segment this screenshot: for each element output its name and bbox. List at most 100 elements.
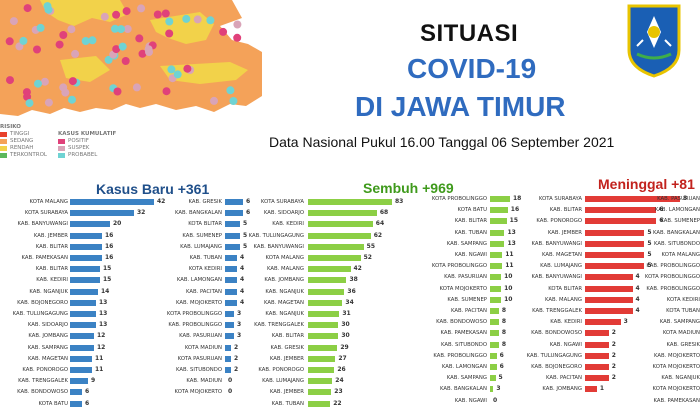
sembuh-left-label: KAB. NGANJUK	[265, 288, 304, 295]
kasus_baru-left-value: 14	[101, 287, 110, 295]
sembuh-right-bar	[490, 218, 507, 225]
kasus_baru-left-value: 16	[105, 254, 114, 261]
risk-low-swatch	[0, 146, 7, 151]
meninggal-right-label: KAB. PASURUAN	[657, 196, 700, 202]
sembuh-left-value: 22	[333, 399, 342, 407]
kasus_baru-left-bar	[70, 400, 82, 407]
kasus_baru-left-label: KAB. BONDOWOSO	[17, 389, 68, 396]
kasus_baru-left-label: KAB. BOJONEGORO	[17, 299, 68, 306]
map-marker	[15, 42, 24, 51]
sembuh-left-value: 83	[395, 198, 404, 205]
kasus_baru-right-bar	[225, 255, 237, 261]
map-marker	[19, 36, 28, 45]
kasus_baru-right-value: 5	[243, 242, 248, 250]
kasus_baru-right-value: 3	[237, 332, 242, 340]
sembuh-right-value: 10	[504, 273, 513, 281]
kasus_baru-right-bar	[225, 311, 234, 317]
sembuh-left-bar	[308, 255, 361, 261]
map-marker	[71, 49, 80, 58]
sembuh-right-bar	[490, 308, 499, 314]
meninggal-right-label: KAB. PAMEKASAN	[653, 397, 700, 404]
sembuh-left-bar	[308, 221, 373, 228]
sembuh-left-value: 55	[366, 242, 376, 250]
sembuh-right-value: 8	[501, 318, 507, 326]
positive-swatch	[58, 139, 65, 144]
kasus_baru-right-label: KOTA KEDIRI	[188, 266, 222, 273]
meninggal-left-bar	[585, 229, 645, 236]
kasus_baru-right-value: 0	[228, 388, 233, 396]
meninggal-left-bar	[585, 285, 633, 292]
sembuh-right-label: KAB. PACITAN	[450, 308, 487, 314]
map-marker	[104, 55, 113, 64]
sembuh-right-label: KAB. SAMPANG	[446, 375, 487, 382]
kasus_baru-right-bar	[225, 277, 237, 284]
kasus_baru-right-bar	[225, 333, 234, 340]
meninggal-left-value: 5	[647, 228, 652, 236]
map-marker	[121, 57, 130, 65]
kasus_baru-right-value: 5	[243, 220, 248, 228]
kasus_baru-left-label: KOTA MALANG	[29, 199, 68, 205]
kasus_baru-left-value: 12	[97, 343, 106, 351]
kasus_baru-right-value: 6	[246, 209, 251, 217]
map-marker	[138, 49, 147, 58]
cumulative-legend-title: KASUS KUMULATIF	[58, 131, 117, 137]
map-marker	[67, 25, 76, 34]
sembuh-left-value: 68	[379, 209, 389, 217]
meninggal-right-label: KOTA TUBAN	[666, 308, 700, 314]
kasus_baru-left-bar	[70, 232, 102, 239]
meninggal-right-label: KOTA MADIUN	[662, 330, 700, 337]
meninggal-left-bar	[585, 319, 621, 326]
kasus_baru-left-bar	[70, 210, 134, 217]
map-marker	[40, 77, 49, 86]
meninggal-left-value: 2	[611, 340, 616, 348]
meninggal-left-value: 3	[623, 318, 628, 326]
meninggal-heading: Meninggal +81	[598, 176, 695, 192]
sembuh-right-label: KAB. SAMPANG	[446, 240, 487, 247]
map-marker	[25, 99, 34, 108]
meninggal-left-value: 4	[635, 307, 640, 314]
meninggal-left-value: 2	[611, 351, 616, 359]
sembuh-left-value: 36	[347, 287, 356, 295]
sembuh-left-label: KAB. PONOROGO	[258, 367, 304, 373]
sembuh-right-bar	[490, 196, 510, 202]
kasus_baru-left-label: KOTA SURABAYA	[24, 210, 68, 217]
meninggal-right-label: KAB. SUMENEP	[660, 218, 700, 225]
kasus_baru-right-value: 0	[228, 377, 233, 385]
sembuh-left-label: KAB. SIDOARJO	[263, 210, 304, 217]
kasus_baru-left-value: 13	[99, 321, 108, 329]
sembuh-right-label: KOTA BATU	[457, 207, 487, 214]
sembuh-right-value: 13	[507, 239, 516, 247]
sembuh-right-label: KAB. LAMONGAN	[441, 364, 487, 370]
map-marker	[23, 4, 32, 13]
sembuh-left-bar	[308, 277, 347, 284]
kasus_baru-right-bar	[225, 344, 231, 351]
map-markers	[5, 2, 242, 108]
map-marker	[162, 87, 171, 96]
sembuh-right-bar	[490, 341, 499, 348]
meninggal-left-bar	[585, 207, 657, 214]
east-java-emblem-logo	[627, 4, 681, 78]
meninggal-right-label: KAB. BANGKALAN	[653, 229, 700, 236]
meninggal-left-bar	[585, 296, 633, 303]
kasus_baru-left-value: 6	[85, 388, 90, 396]
kasus_baru-right-bar	[225, 322, 234, 329]
meninggal-left-label: KAB. BONDOWOSO	[531, 330, 582, 337]
sembuh-right-label: KOTA PROBOLINGGO	[431, 263, 487, 270]
map-marker	[122, 7, 131, 16]
meninggal-left-value: 4	[635, 273, 640, 281]
kasus_baru-left-value: 20	[113, 220, 122, 228]
meninggal-left-label: KAB. LUMAJANG	[540, 263, 582, 270]
sembuh-right-value: 13	[507, 228, 516, 236]
risk-legend: RISIKO TINGGI SEDANG RENDAH TERKONTROL	[0, 124, 47, 159]
sembuh-right-value: 15	[509, 217, 519, 225]
kasus_baru-left-label: KAB. JEMBER	[33, 232, 68, 239]
sembuh-right-bar	[490, 207, 508, 214]
meninggal-left-label: KAB. JOMBANG	[542, 386, 582, 393]
kasus_baru-left-bar	[70, 221, 110, 228]
kasus_baru-left-bar	[70, 255, 102, 261]
meninggal-left-label: KAB. TRENGGALEK	[532, 308, 582, 314]
kasus_baru-right-label: KAB. GRESIK	[188, 199, 222, 205]
sembuh-right-bar	[490, 319, 499, 326]
kasus_baru-right-value: 3	[237, 321, 242, 329]
meninggal-left-value: 5	[647, 239, 652, 247]
